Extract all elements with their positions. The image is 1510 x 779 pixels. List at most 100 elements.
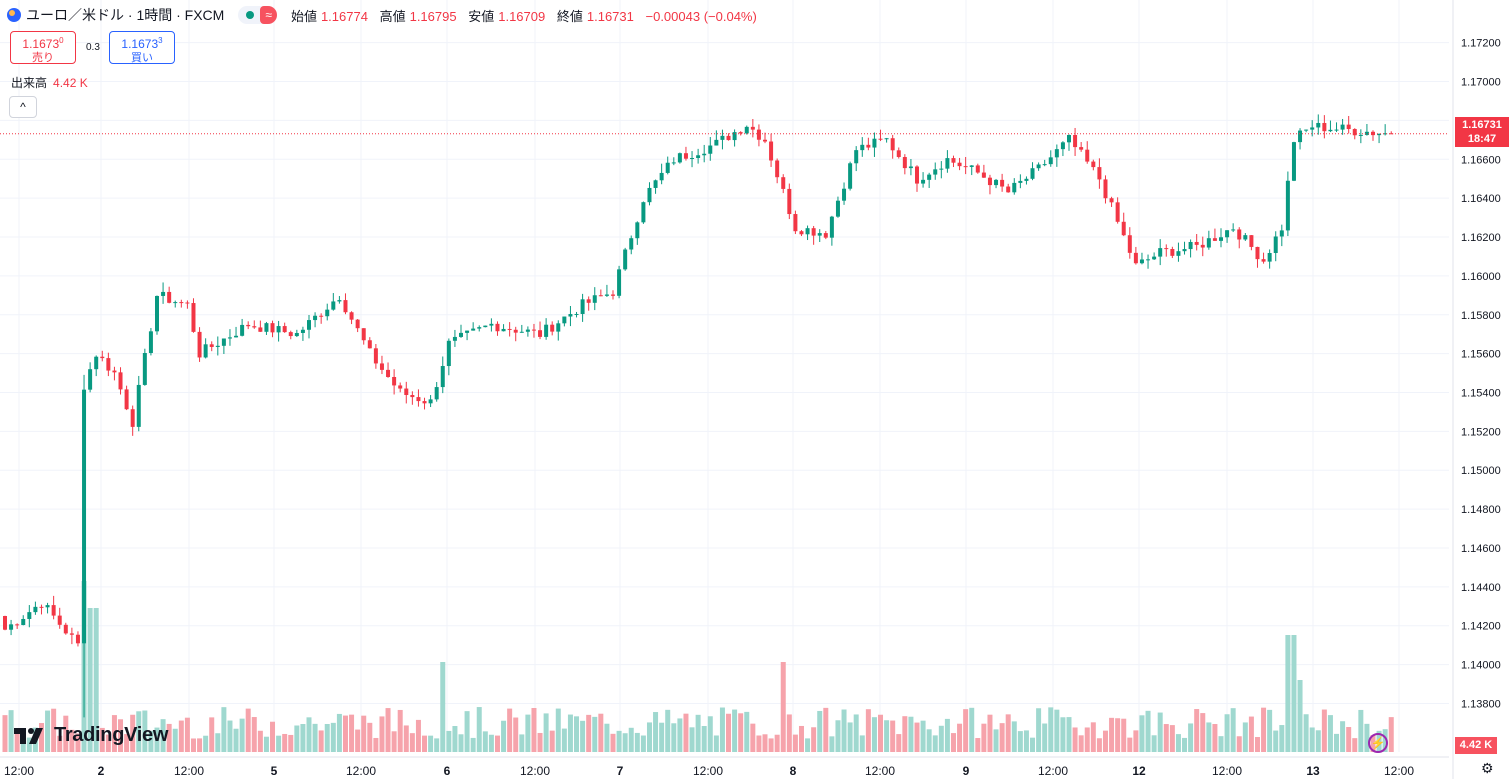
candle-body bbox=[1304, 129, 1309, 131]
volume-bar bbox=[1212, 724, 1218, 752]
x-axis-label: 12 bbox=[1132, 764, 1146, 778]
candle-body bbox=[1243, 235, 1248, 240]
volume-bar bbox=[8, 710, 14, 752]
volume-bar bbox=[574, 716, 580, 752]
candle-body bbox=[33, 606, 38, 613]
volume-bar bbox=[1248, 716, 1254, 752]
tradingview-logo[interactable]: TradingView bbox=[14, 724, 168, 747]
buy-button[interactable]: 1.16733 買い bbox=[109, 31, 175, 64]
volume-bar bbox=[501, 720, 507, 752]
volume-bar bbox=[634, 732, 640, 752]
volume-bar bbox=[519, 734, 525, 752]
candle-body bbox=[623, 249, 628, 270]
volume-bar bbox=[1303, 714, 1309, 752]
candle-body bbox=[410, 395, 415, 398]
wave-icon: ≈ bbox=[260, 6, 277, 24]
volume-bar bbox=[476, 707, 482, 752]
candle-body bbox=[915, 166, 919, 184]
volume-bar bbox=[622, 733, 628, 752]
x-axis-label: 12:00 bbox=[1038, 764, 1068, 778]
volume-bar bbox=[148, 730, 154, 752]
candle-body bbox=[775, 160, 780, 178]
candle-body bbox=[112, 370, 117, 373]
y-axis-label: 1.16200 bbox=[1461, 232, 1501, 244]
candle-body bbox=[574, 313, 579, 315]
candle-body bbox=[1054, 149, 1059, 158]
current-price: 1.16731 bbox=[1462, 119, 1502, 131]
candle-body bbox=[1164, 248, 1169, 250]
candle-body bbox=[307, 320, 311, 330]
volume-bar bbox=[683, 713, 689, 752]
candle-body bbox=[1170, 249, 1175, 256]
candle-body bbox=[75, 634, 80, 644]
candle-body bbox=[148, 331, 153, 354]
volume-bar bbox=[1084, 727, 1090, 752]
volume-legend[interactable]: 出来高 4.42 K bbox=[11, 74, 88, 91]
volume-bar bbox=[397, 709, 403, 752]
sell-button[interactable]: 1.16730 売り bbox=[10, 31, 76, 64]
lightning-icon[interactable]: ⚡ bbox=[1368, 733, 1388, 753]
candle-body bbox=[945, 158, 950, 169]
candle-body bbox=[902, 157, 907, 169]
collapse-legend-button[interactable]: ^ bbox=[9, 96, 37, 118]
volume-bar bbox=[452, 726, 458, 752]
candle-body bbox=[677, 153, 682, 163]
candle-body bbox=[215, 345, 220, 347]
volume-bar bbox=[1188, 723, 1194, 752]
volume-bar bbox=[604, 723, 610, 752]
volume-bar bbox=[422, 735, 428, 752]
volume-bar bbox=[1102, 730, 1108, 752]
candle-body bbox=[88, 369, 93, 390]
volume-bar bbox=[1218, 736, 1224, 752]
volume-bar bbox=[409, 733, 415, 752]
market-status-pill[interactable]: ≈ bbox=[238, 6, 277, 24]
candle-body bbox=[1316, 122, 1321, 128]
volume-bar bbox=[1388, 717, 1394, 752]
gear-icon[interactable]: ⚙ bbox=[1481, 760, 1494, 776]
candle-body bbox=[653, 180, 658, 188]
volume-bar bbox=[835, 720, 841, 752]
buy-label: 買い bbox=[131, 52, 153, 64]
high-label: 高値 bbox=[379, 8, 406, 24]
volume-bar bbox=[124, 734, 130, 752]
volume-bar bbox=[93, 608, 99, 752]
volume-bar bbox=[975, 738, 981, 752]
candle-body bbox=[21, 618, 26, 626]
globe-icon bbox=[7, 8, 21, 22]
volume-bar bbox=[197, 738, 203, 752]
candle-body bbox=[69, 633, 74, 635]
volume-bar bbox=[330, 722, 336, 752]
candle-body bbox=[27, 612, 32, 619]
candle-body bbox=[325, 309, 330, 317]
candle-body bbox=[848, 163, 853, 189]
candle-body bbox=[1194, 241, 1199, 245]
candle-body bbox=[957, 162, 962, 167]
candle-body bbox=[598, 295, 603, 297]
volume-bar bbox=[586, 714, 592, 752]
volume-bar bbox=[172, 728, 178, 752]
volume-bar bbox=[549, 730, 555, 752]
candle-body bbox=[975, 165, 980, 173]
candle-body bbox=[835, 200, 840, 217]
volume-bar bbox=[130, 714, 136, 752]
symbol-title[interactable]: ユーロ／米ドル · 1時間 · FXCM bbox=[26, 7, 225, 23]
candle-body bbox=[1158, 248, 1163, 257]
volume-bar bbox=[1297, 680, 1303, 752]
candle-body bbox=[994, 179, 999, 186]
volume-bar bbox=[1090, 722, 1096, 752]
volume-bar bbox=[178, 720, 184, 752]
candle-body bbox=[465, 330, 470, 333]
volume-bar bbox=[312, 723, 318, 752]
volume-bar bbox=[507, 708, 513, 752]
chart-header: ユーロ／米ドル · 1時間 · FXCM ≈ 始値 1.16774 高値 1.167… bbox=[6, 4, 765, 26]
volume-bar bbox=[361, 715, 367, 752]
candle-body bbox=[167, 291, 172, 303]
tradingview-logo-icon bbox=[14, 727, 43, 744]
volume-bar bbox=[136, 711, 142, 752]
volume-bar bbox=[1291, 635, 1297, 752]
volume-bar bbox=[458, 734, 464, 752]
candle-body bbox=[629, 238, 634, 250]
volume-bar bbox=[1072, 727, 1078, 752]
candle-body bbox=[872, 138, 877, 148]
